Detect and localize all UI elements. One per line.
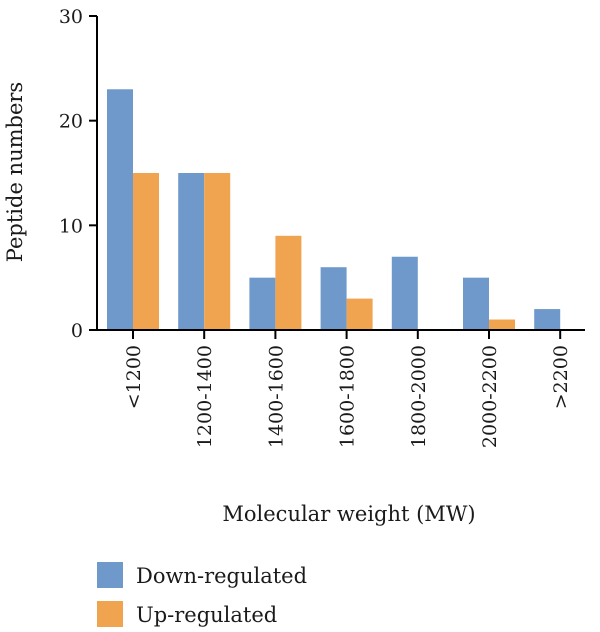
bar-down-4: [391, 256, 418, 330]
x-tick-label-0: <1200: [123, 345, 145, 409]
x-tick-label-3: 1600-1800: [337, 345, 359, 448]
bar-up-1: [204, 173, 231, 330]
bar-up-3: [346, 298, 373, 330]
legend-swatch-up-regulated: [97, 601, 123, 627]
legend-label-down-regulated: Down-regulated: [136, 564, 307, 588]
y-tick-label-20: 20: [59, 111, 83, 133]
bar-up-0: [133, 173, 159, 330]
bar-up-5: [489, 319, 515, 330]
x-tick-label-4: 1800-2000: [408, 345, 430, 448]
bar-down-2: [249, 277, 276, 330]
x-tick-label-1: 1200-1400: [194, 345, 216, 448]
y-tick-label-30: 30: [59, 6, 83, 28]
x-axis-label: Molecular weight (MW): [222, 502, 475, 526]
y-tick-label-0: 0: [71, 320, 83, 342]
x-tick-label-2: 1400-1600: [265, 345, 287, 448]
legend-swatch-down-regulated: [97, 562, 123, 588]
bar-down-5: [463, 277, 489, 330]
bar-down-6: [534, 309, 561, 330]
y-tick-label-10: 10: [59, 215, 83, 237]
bar-down-0: [107, 89, 133, 331]
bar-down-3: [320, 267, 347, 330]
bar-down-1: [178, 173, 205, 330]
legend-label-up-regulated: Up-regulated: [136, 603, 277, 627]
plot-area: 0 10 20 30 <1200 1200-1400 1400-1600 1600-1800 1…: [59, 6, 585, 448]
x-tick-label-6: >2200: [550, 345, 572, 409]
x-tick-label-5: 2000-2200: [479, 345, 501, 448]
bar-up-2: [275, 235, 302, 330]
y-axis-label: Peptide numbers: [3, 82, 27, 262]
legend: Down-regulated Up-regulated: [97, 562, 307, 627]
